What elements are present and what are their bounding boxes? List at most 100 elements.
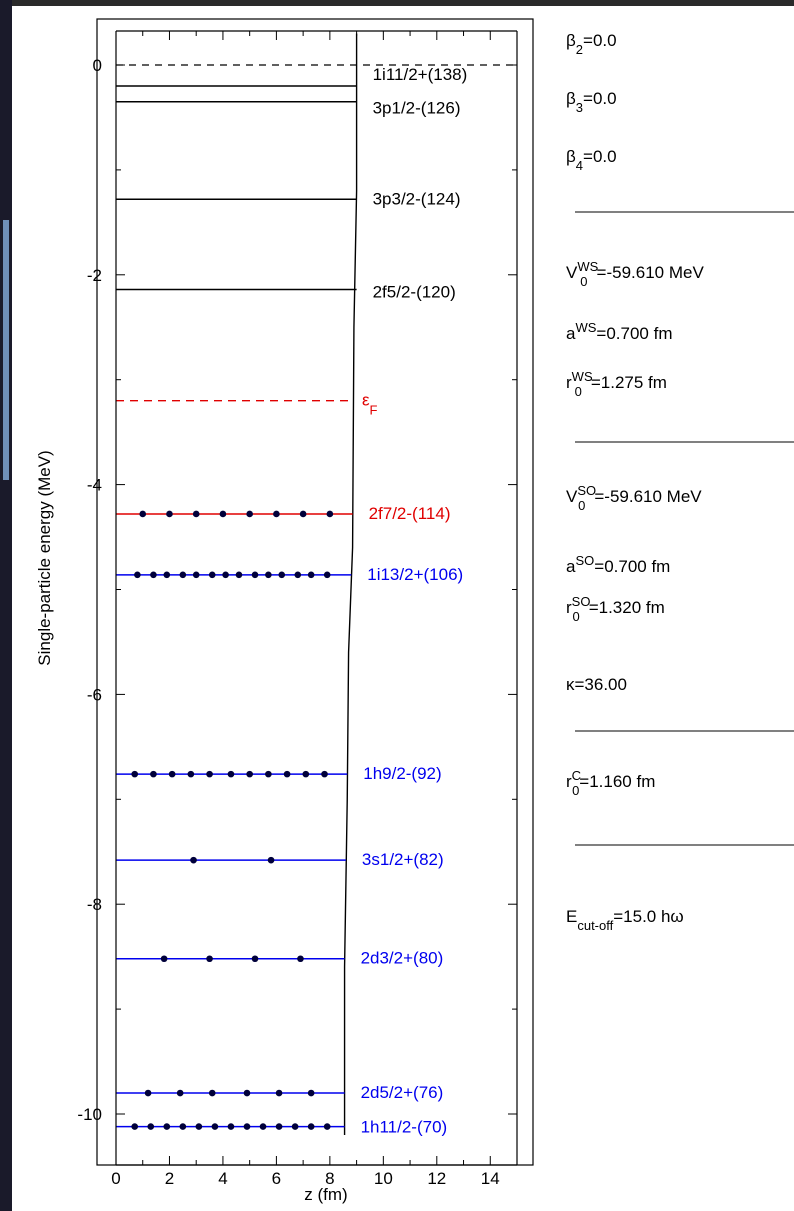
occupied-state-point	[227, 1123, 235, 1130]
occupied-state-point	[187, 770, 195, 778]
occupied-state-point	[243, 1123, 251, 1130]
occupied-state-point	[192, 510, 200, 518]
x-tick-label: 4	[218, 1169, 227, 1188]
level-label: 1i11/2+(138)	[373, 65, 468, 84]
occupied-state-point	[294, 571, 302, 579]
x-tick-label: 14	[481, 1169, 500, 1188]
parameter-entry: rSO 0 =1.320 fm	[566, 594, 665, 624]
occupied-state-point	[168, 770, 176, 778]
occupied-state-point	[251, 955, 259, 963]
occupied-state-point	[259, 1123, 267, 1130]
occupied-state-point	[208, 571, 216, 579]
x-tick-label: 12	[427, 1169, 446, 1188]
occupied-state-point	[192, 571, 200, 579]
occupied-state-point	[265, 770, 272, 778]
occupied-state-point	[273, 510, 280, 518]
occupied-state-point	[131, 770, 139, 778]
parameter-entry: aSO=0.700 fm	[566, 553, 670, 576]
parameter-entry: Ecut-off=15.0 hω	[566, 907, 684, 933]
parameter-entry: aWS=0.700 fm	[566, 320, 673, 343]
x-tick-label: 10	[374, 1169, 393, 1188]
occupied-state-point	[160, 955, 168, 963]
occupied-state-point	[299, 510, 307, 518]
occupied-state-point	[206, 770, 213, 778]
occupied-state-point	[211, 1123, 219, 1130]
level-label: 1h11/2-(70)	[361, 1118, 448, 1137]
occupied-state-point	[302, 770, 310, 778]
parameter-entry: β3=0.0	[566, 89, 617, 115]
occupied-state-point	[246, 770, 253, 778]
plot-area	[96, 18, 534, 1166]
occupied-state-point	[176, 1089, 184, 1097]
occupied-state-point	[235, 571, 243, 579]
occupied-state-point	[131, 1123, 139, 1130]
parameter-entry: β4=0.0	[566, 147, 617, 173]
level-label: 2f5/2-(120)	[373, 282, 456, 301]
x-tick-label: 2	[165, 1169, 174, 1188]
occupied-state-point	[297, 955, 304, 963]
level-label: 2d5/2+(76)	[361, 1083, 444, 1102]
occupied-state-point	[265, 571, 272, 579]
occupied-state-point	[134, 571, 141, 579]
occupied-state-point	[206, 955, 213, 963]
occupied-state-point	[208, 1089, 216, 1097]
level-label: 3p1/2-(126)	[373, 99, 461, 118]
y-axis-label: Single-particle energy (MeV)	[35, 450, 54, 665]
occupied-state-point	[179, 1123, 187, 1130]
level-label: 2f7/2-(114)	[369, 504, 451, 523]
level-label: 2d3/2+(80)	[361, 949, 444, 968]
occupied-state-point	[166, 510, 173, 518]
occupied-state-point	[323, 571, 331, 579]
window-frame-top	[0, 0, 794, 6]
x-tick-label: 8	[325, 1169, 334, 1188]
parameter-entry: κ=36.00	[566, 675, 627, 694]
occupied-state-point	[147, 1123, 155, 1130]
occupied-state-point	[321, 770, 328, 778]
occupied-state-point	[219, 510, 227, 518]
y-tick-label: 0	[93, 56, 102, 75]
y-tick-label: -2	[87, 266, 102, 285]
occupied-state-point	[150, 770, 157, 778]
occupied-state-point	[307, 571, 315, 579]
occupied-state-point	[222, 571, 229, 579]
level-label: 1i13/2+(106)	[367, 565, 463, 584]
occupied-state-point	[278, 571, 286, 579]
parameter-entry: VSO 0 =-59.610 MeV	[566, 483, 702, 513]
occupied-state-point	[283, 770, 291, 778]
occupied-state-point	[307, 1089, 315, 1097]
occupied-state-point	[251, 571, 259, 579]
occupied-state-point	[227, 770, 235, 778]
x-tick-label: 6	[272, 1169, 281, 1188]
x-tick-label: 0	[111, 1169, 120, 1188]
occupied-state-point	[243, 1089, 251, 1097]
occupied-state-point	[326, 510, 334, 518]
occupied-state-point	[190, 856, 197, 864]
window-frame-highlight	[3, 220, 9, 480]
y-tick-label: -8	[87, 895, 102, 914]
parameter-entry: rC 0=1.160 fm	[566, 768, 655, 798]
x-axis-label: z (fm)	[304, 1185, 347, 1204]
y-tick-label: -10	[77, 1105, 102, 1124]
potential-wall	[343, 33, 358, 1135]
fermi-level-label: εF	[362, 391, 378, 418]
occupied-state-point	[163, 1123, 171, 1130]
y-tick-label: -6	[87, 685, 102, 704]
occupied-state-point	[307, 1123, 315, 1130]
level-label: 3p3/2-(124)	[373, 189, 461, 208]
parameter-entry: VWS 0 =-59.610 MeV	[566, 259, 704, 289]
occupied-state-point	[163, 571, 171, 579]
y-tick-label: -4	[87, 476, 102, 495]
level-label: 1h9/2-(92)	[363, 764, 441, 783]
occupied-state-point	[275, 1089, 283, 1097]
occupied-state-point	[179, 571, 187, 579]
occupied-state-point	[246, 510, 253, 518]
occupied-state-point	[195, 1123, 203, 1130]
occupied-state-point	[275, 1123, 283, 1130]
occupied-state-point	[323, 1123, 331, 1130]
parameter-entry: β2=0.0	[566, 31, 617, 57]
occupied-state-point	[267, 856, 275, 864]
occupied-state-point	[150, 571, 157, 579]
parameter-entry: rWS 0 =1.275 fm	[566, 369, 667, 399]
